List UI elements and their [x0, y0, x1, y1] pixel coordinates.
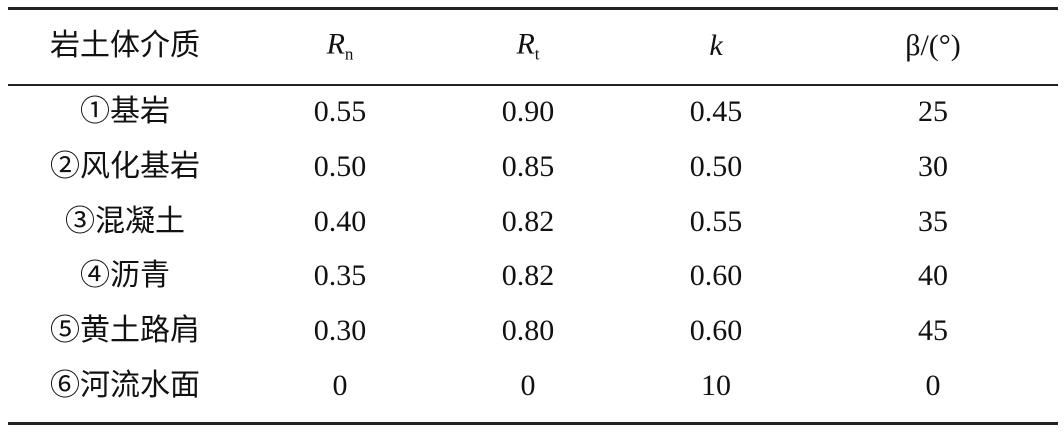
row-label: ⑤黄土路肩: [50, 314, 200, 348]
value-cell: 0.30: [313, 314, 367, 348]
header-rule: [8, 84, 1058, 86]
header-symbol: R: [516, 27, 535, 61]
value-cell: 0.60: [689, 259, 743, 293]
value-cell: 35: [918, 204, 948, 238]
header-cell: Rn: [326, 27, 354, 64]
row-label: ②风化基岩: [50, 149, 200, 183]
value-cell: 0: [925, 369, 941, 402]
value-cell: 0.90: [501, 95, 555, 128]
value-cell: 0: [332, 369, 348, 402]
value-cell: 0.55: [313, 95, 367, 128]
header-cell: Rt: [516, 27, 540, 64]
value-cell: 0.45: [689, 95, 743, 128]
header-subscript: n: [344, 44, 354, 64]
value-cell: 0.85: [501, 149, 555, 183]
value-cell: 45: [918, 314, 948, 348]
value-cell: 0.80: [501, 314, 555, 348]
bottom-rule: [8, 422, 1058, 425]
value-cell: 0.35: [313, 259, 367, 293]
value-cell: 40: [918, 259, 948, 293]
header-subscript: t: [534, 44, 540, 64]
header-cell: β/(°): [905, 29, 961, 62]
value-cell: 0.60: [689, 314, 743, 348]
row-label: ①基岩: [80, 95, 170, 128]
row-label: ③混凝土: [65, 204, 185, 238]
value-cell: 0.50: [313, 149, 367, 183]
row-label: ⑥河流水面: [50, 369, 200, 402]
value-cell: 0.40: [313, 204, 367, 238]
value-cell: 0: [520, 369, 536, 402]
value-cell: 0.82: [501, 259, 555, 293]
value-cell: 0.55: [689, 204, 743, 238]
header-symbol: R: [326, 27, 345, 61]
value-cell: 0.82: [501, 204, 555, 238]
value-cell: 10: [701, 369, 731, 402]
header-cell: 岩土体介质: [50, 29, 200, 62]
header-cell: k: [709, 29, 723, 62]
value-cell: 25: [918, 95, 948, 128]
top-rule: [8, 7, 1058, 10]
value-cell: 0.50: [689, 149, 743, 183]
value-cell: 30: [918, 149, 948, 183]
row-label: ④沥青: [80, 259, 170, 293]
